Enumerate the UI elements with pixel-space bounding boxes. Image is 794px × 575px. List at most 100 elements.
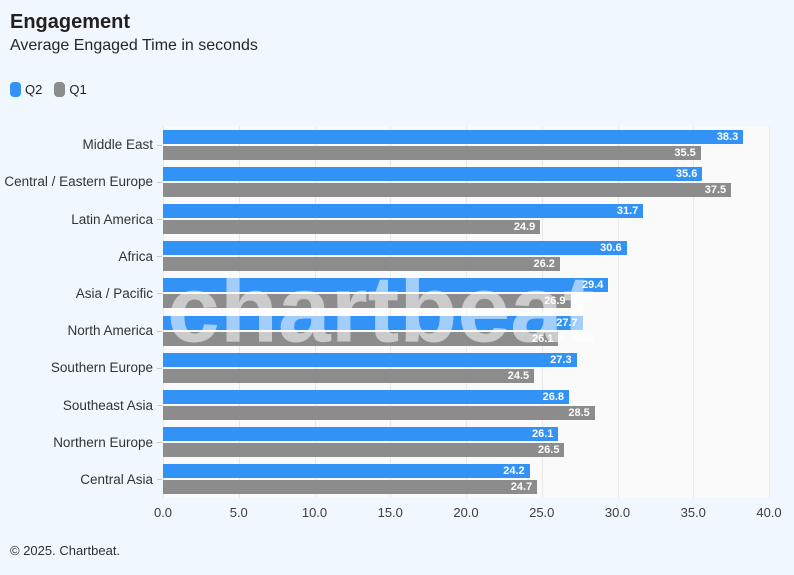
bar-value-label: 27.7	[556, 316, 578, 329]
bar-value-label: 29.4	[581, 279, 604, 292]
bar-q2[interactable]: 26.8	[163, 390, 570, 405]
bar-value-label: 35.6	[675, 167, 698, 180]
x-axis-tick-label: 25.0	[529, 505, 555, 520]
category-tick-mark	[157, 293, 162, 295]
gridline	[769, 126, 770, 498]
bar-q2[interactable]: 27.7	[163, 315, 583, 330]
category-tick-mark	[157, 479, 162, 481]
gridline	[314, 126, 316, 498]
bar-q2[interactable]: 26.1	[163, 427, 559, 442]
bar-value-label: 24.2	[503, 465, 525, 478]
plot-area: 38.3 35.5 35.6 37.5 31.7 24.9 30.6 26.2 29.4 26.9…	[163, 126, 770, 498]
legend-label: Q2	[25, 82, 43, 97]
bar-group: 27.3 24.5	[163, 349, 769, 386]
bar-group: 27.7 26.1	[163, 312, 769, 349]
x-axis: 0.0 5.0 10.0 15.0 20.0 25.0 30.0 35.0 40.0	[154, 498, 782, 524]
gridline	[466, 126, 467, 498]
chart-title: Engagement	[10, 11, 131, 33]
bar-group: 29.4 26.9	[163, 275, 769, 312]
gridline	[541, 126, 543, 498]
bar-value-label: 26.9	[544, 295, 566, 308]
category-label: Northern Europe	[53, 434, 153, 450]
bar-q1[interactable]: 26.9	[163, 294, 571, 309]
bar-value-label: 26.8	[542, 391, 565, 404]
category-label: Asia / Pacific	[75, 285, 153, 301]
bar-group: 26.1 26.5	[163, 424, 769, 461]
bar-value-label: 26.1	[531, 428, 554, 441]
category-tick-mark	[157, 256, 162, 258]
bar-q1[interactable]: 24.5	[163, 368, 535, 383]
bar-group: 30.6 26.2	[163, 238, 769, 275]
bar-value-label: 28.5	[568, 407, 590, 420]
bar-group: 31.7 24.9	[163, 200, 769, 237]
bar-value-label: 24.5	[507, 369, 530, 382]
bar-group: 26.8 28.5	[163, 386, 769, 423]
bar-q1[interactable]: 26.2	[163, 257, 560, 272]
bar-value-label: 30.6	[600, 242, 622, 255]
category-tick-mark	[157, 181, 162, 183]
bar-group: 38.3 35.5	[163, 126, 769, 163]
bar-q1[interactable]: 26.1	[163, 331, 559, 346]
bar-group: 35.6 37.5	[163, 163, 769, 200]
category-label: Central Asia	[80, 471, 153, 487]
category-label: Africa	[118, 248, 153, 264]
x-axis-tick-label: 15.0	[377, 505, 403, 520]
category-label: Middle East	[82, 137, 153, 153]
legend-item-q1[interactable]: Q1	[54, 82, 87, 97]
legend-label: Q1	[69, 82, 87, 97]
bar-q2[interactable]: 31.7	[163, 204, 644, 218]
category-label: Southeast Asia	[62, 397, 153, 413]
bar-q2[interactable]: 24.2	[163, 464, 530, 479]
bar-q2[interactable]: 30.6	[163, 241, 627, 256]
category-label: Central / Eastern Europe	[4, 174, 153, 190]
bar-chart: Middle East Central / Eastern Europe Latin…	[0, 126, 794, 522]
legend: Q2 Q1	[10, 82, 87, 97]
bar-value-label: 26.2	[533, 258, 555, 271]
category-tick-mark	[157, 442, 162, 444]
bar-group: 24.2 24.7	[163, 461, 769, 498]
bar-value-label: 26.5	[538, 444, 560, 457]
gridline	[390, 126, 392, 498]
legend-swatch-q2	[10, 82, 21, 97]
bar-value-label: 38.3	[716, 130, 739, 143]
category-label: Latin America	[71, 211, 153, 227]
x-axis-tick-label: 10.0	[301, 505, 328, 520]
bar-rows: 38.3 35.5 35.6 37.5 31.7 24.9 30.6 26.2 29.4 26.9…	[163, 126, 769, 498]
bar-value-label: 24.7	[510, 481, 533, 494]
category-tick-mark	[157, 405, 162, 406]
legend-item-q2[interactable]: Q2	[10, 82, 42, 97]
category-label: North America	[67, 323, 153, 339]
category-tick-mark	[157, 219, 162, 220]
x-axis-tick-label: 30.0	[604, 505, 631, 520]
bar-q1[interactable]: 37.5	[163, 182, 732, 197]
category-labels: Middle East Central / Eastern Europe Latin…	[0, 126, 153, 498]
bar-q2[interactable]: 35.6	[163, 166, 703, 181]
category-label: Southern Europe	[50, 360, 153, 376]
category-tick-mark	[157, 330, 162, 332]
bar-q1[interactable]: 35.5	[163, 145, 701, 160]
x-axis-tick-label: 20.0	[453, 505, 479, 520]
bar-value-label: 37.5	[704, 183, 727, 196]
x-axis-tick-label: 40.0	[756, 505, 782, 520]
bar-value-label: 31.7	[616, 205, 639, 217]
gridline	[693, 126, 695, 498]
bar-value-label: 24.9	[513, 221, 536, 233]
bar-q2[interactable]: 29.4	[163, 278, 609, 293]
chart-subtitle: Average Engaged Time in seconds	[10, 37, 258, 54]
legend-swatch-q1	[54, 82, 66, 97]
x-axis-tick-label: 35.0	[680, 505, 706, 520]
bar-q2[interactable]: 27.3	[163, 352, 577, 367]
bar-q1[interactable]: 28.5	[163, 406, 595, 421]
bar-q1[interactable]: 26.5	[163, 443, 565, 458]
bar-value-label: 35.5	[674, 146, 696, 159]
gridline	[238, 126, 240, 498]
gridline	[163, 126, 164, 498]
category-tick-mark	[157, 367, 162, 369]
bar-q1[interactable]: 24.9	[163, 220, 541, 234]
copyright-text: © 2025. Chartbeat.	[10, 543, 121, 558]
gridline	[617, 126, 619, 498]
category-tick-mark	[157, 144, 162, 146]
bar-value-label: 27.3	[550, 353, 572, 366]
bar-q1[interactable]: 24.7	[163, 480, 538, 495]
bar-q2[interactable]: 38.3	[163, 129, 744, 144]
